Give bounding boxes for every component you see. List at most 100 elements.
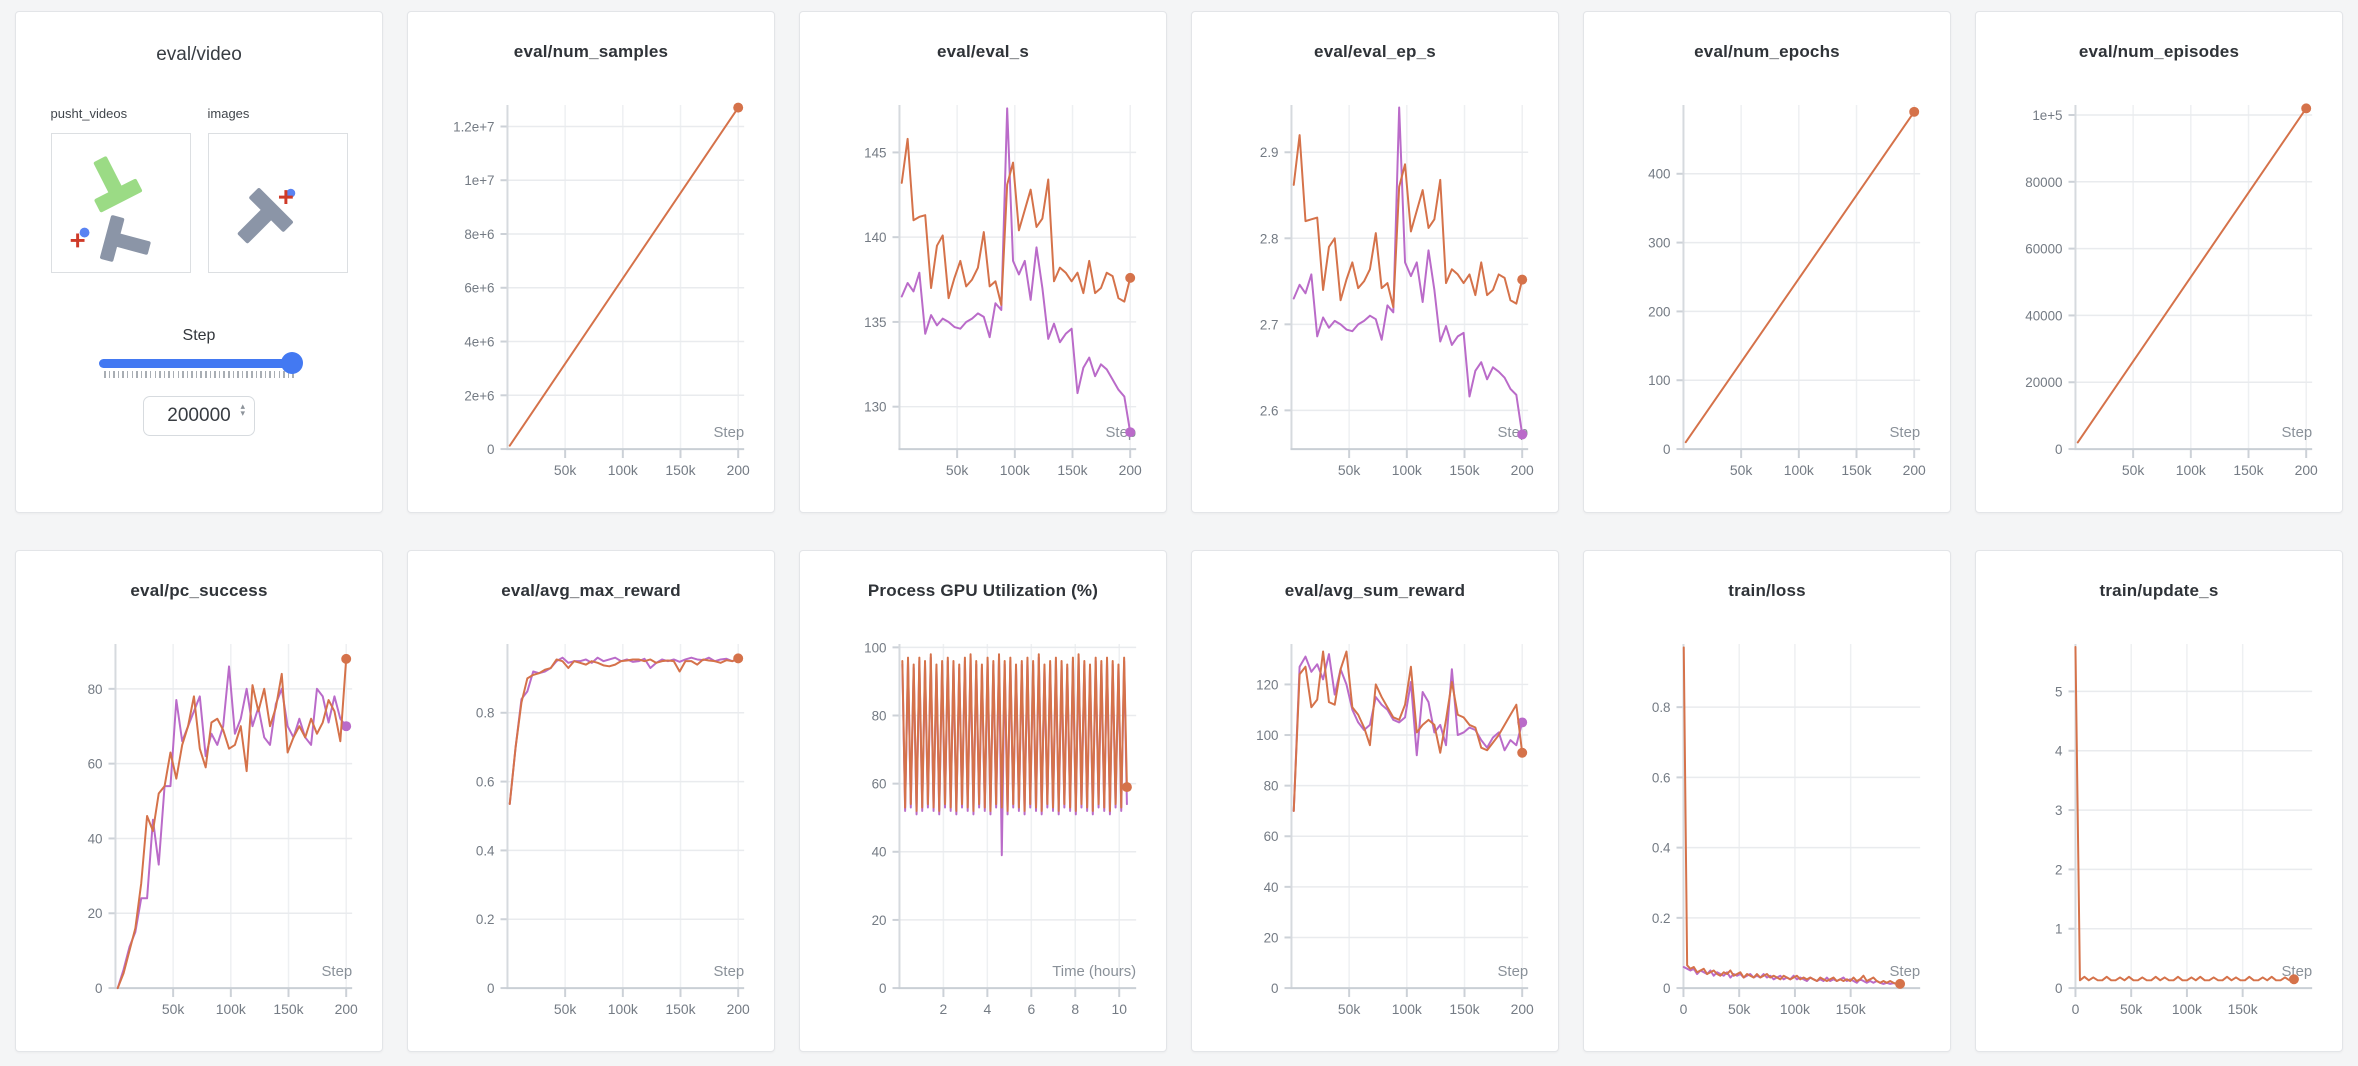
pusht-render (237, 188, 295, 244)
agent-dot (79, 227, 89, 238)
image-thumbnail[interactable] (207, 133, 348, 273)
svg-text:40: 40 (1264, 880, 1279, 895)
series-endpoint-dot (1517, 274, 1528, 285)
svg-text:1e+7: 1e+7 (464, 173, 494, 188)
svg-text:40: 40 (872, 845, 887, 860)
svg-text:150k: 150k (273, 1001, 303, 1017)
panel-train-loss: train/loss 0 50k 100k 150k 0 0.2 0.4 0.6 0.8 Step (1583, 550, 1951, 1052)
svg-text:50k: 50k (1728, 1001, 1750, 1017)
svg-text:100: 100 (864, 640, 886, 655)
svg-text:20000: 20000 (2025, 375, 2062, 390)
svg-text:0.6: 0.6 (476, 775, 495, 790)
svg-text:80: 80 (88, 682, 103, 697)
step-slider[interactable] (99, 352, 303, 378)
slider-track[interactable] (99, 352, 303, 374)
svg-text:150k: 150k (665, 462, 695, 478)
svg-text:20: 20 (872, 913, 887, 928)
svg-text:50k: 50k (946, 462, 968, 478)
media-label: pusht_videos (50, 106, 128, 121)
series-run-orange (901, 653, 1128, 812)
video-thumbnail[interactable] (50, 133, 191, 273)
svg-text:400: 400 (1648, 167, 1670, 182)
svg-text:100k: 100k (608, 462, 638, 478)
svg-text:0.4: 0.4 (1652, 841, 1671, 856)
line-chart[interactable]: 50k 100k 150k 200 0 20 40 60 80 Step (16, 603, 382, 1033)
panel-title: eval/video (156, 44, 242, 65)
step-value: 200000 (167, 405, 231, 426)
series-run-orange (2074, 645, 2295, 982)
svg-text:40: 40 (88, 831, 103, 846)
svg-text:0: 0 (1271, 981, 1278, 996)
svg-text:50k: 50k (554, 462, 576, 478)
svg-text:2: 2 (940, 1001, 948, 1017)
step-input[interactable]: 200000 ▴ ▾ (143, 396, 255, 436)
svg-text:0.2: 0.2 (476, 912, 495, 927)
chart-title: train/loss (1728, 581, 1806, 600)
series-endpoint-dot (1125, 272, 1136, 283)
panel-eval-num-episodes: eval/num_episodes 50k 100k 150k 200 0 20000 40… (1975, 11, 2343, 513)
svg-text:100k: 100k (2176, 462, 2206, 478)
svg-text:150k: 150k (1836, 1001, 1866, 1017)
stepper-arrows-icon[interactable]: ▴ ▾ (240, 401, 245, 418)
line-chart[interactable]: 50k 100k 150k 200 0 100 200 300 400 Step (1584, 64, 1950, 494)
svg-text:50k: 50k (1730, 462, 1752, 478)
goal-cross-icon (70, 233, 85, 248)
line-chart[interactable]: 0 50k 100k 150k 0 1 2 3 4 5 Step (1976, 603, 2342, 1033)
svg-text:50k: 50k (554, 1001, 576, 1017)
svg-text:300: 300 (1648, 236, 1670, 251)
series-endpoint-dot (1895, 978, 1906, 989)
series-endpoint-dot (1125, 427, 1136, 438)
series-endpoint-dot (1517, 747, 1528, 758)
line-chart[interactable]: 0 50k 100k 150k 0 0.2 0.4 0.6 0.8 Step (1584, 603, 1950, 1033)
line-chart[interactable]: 50k 100k 150k 200 0 0.2 0.4 0.6 0.8 Step (408, 603, 774, 1033)
svg-text:0: 0 (1680, 1001, 1688, 1017)
x-axis-label: Time (hours) (1052, 964, 1136, 980)
svg-text:80: 80 (872, 708, 887, 723)
svg-text:150k: 150k (1449, 1001, 1479, 1017)
panel-eval-eval-ep-s: eval/eval_ep_s 50k 100k 150k 200 2.6 2.7 2.8 2.… (1191, 11, 1559, 513)
line-chart[interactable]: 50k 100k 150k 200 0 20000 40000 60000 80000 1e+5 S… (1976, 64, 2342, 494)
panel-eval-avg-sum-reward: eval/avg_sum_reward 50k 100k 150k 200 0 20 40 6… (1191, 550, 1559, 1052)
chart-title: eval/eval_ep_s (1314, 42, 1436, 61)
svg-text:20: 20 (1264, 930, 1279, 945)
svg-text:8e+6: 8e+6 (464, 227, 494, 242)
pusht-render (70, 156, 151, 262)
svg-text:50k: 50k (2120, 1001, 2142, 1017)
svg-text:4e+6: 4e+6 (464, 335, 494, 350)
line-chart[interactable]: 50k 100k 150k 200 0 20 40 60 80 100 120 Step (1192, 603, 1558, 1033)
panel-gpu-utilization: Process GPU Utilization (%) 2 4 6 8 10 0 20 40 6… (799, 550, 1167, 1052)
line-chart[interactable]: 50k 100k 150k 200 0 2e+6 4e+6 6e+6 8e+6 1e+7 1.2e+… (408, 64, 774, 494)
series-run-orange (508, 106, 740, 447)
svg-text:100k: 100k (1000, 462, 1030, 478)
series-run-purple (900, 107, 1132, 434)
svg-text:5: 5 (2055, 684, 2062, 699)
svg-text:100: 100 (1256, 728, 1278, 743)
svg-text:100k: 100k (1784, 462, 1814, 478)
t-block (99, 215, 151, 262)
svg-text:0: 0 (1663, 981, 1670, 996)
svg-text:0: 0 (879, 981, 886, 996)
slider-knob[interactable] (281, 352, 303, 374)
svg-text:200: 200 (727, 1001, 750, 1017)
chart-title: eval/num_epochs (1694, 42, 1840, 61)
target-t-block (93, 156, 142, 213)
series-endpoint-dot (341, 653, 352, 664)
svg-text:60: 60 (1264, 829, 1279, 844)
x-axis-label: Step (1889, 425, 1920, 441)
svg-text:140: 140 (864, 230, 886, 245)
series-endpoint-dot (1909, 106, 1920, 117)
chart-title: eval/num_samples (513, 42, 669, 61)
goal-cross-icon (278, 190, 293, 204)
svg-text:50k: 50k (1338, 1001, 1360, 1017)
panel-eval-eval-s: eval/eval_s 50k 100k 150k 200 130 135 140 145 St… (799, 11, 1167, 513)
x-axis-label: Step (2281, 964, 2312, 980)
svg-text:6: 6 (1027, 1001, 1035, 1017)
svg-text:50k: 50k (162, 1001, 184, 1017)
media-thumbnails: pusht_videos (16, 106, 382, 273)
svg-text:1.2e+7: 1.2e+7 (453, 119, 494, 134)
series-endpoint-dot (2288, 974, 2299, 985)
media-pusht-videos: pusht_videos (50, 106, 191, 273)
